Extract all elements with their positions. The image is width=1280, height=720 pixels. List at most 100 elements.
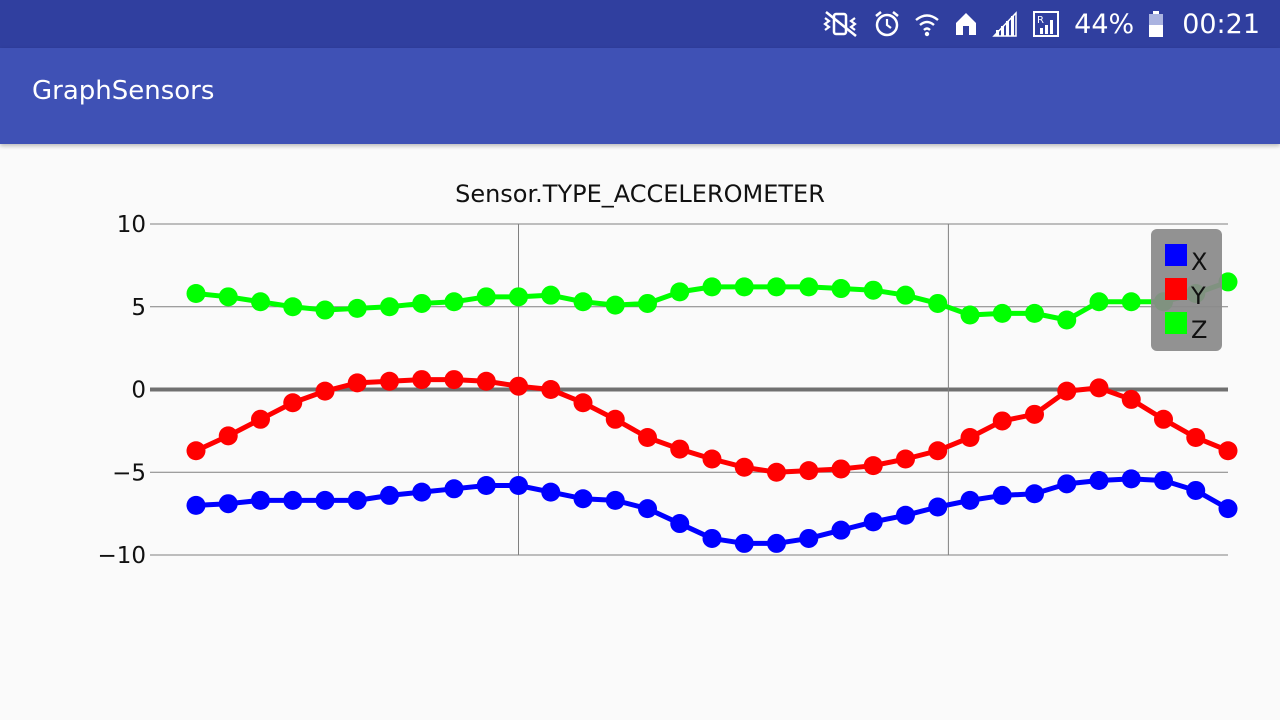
data-point-y bbox=[251, 409, 270, 429]
legend: XYZ bbox=[1151, 229, 1222, 351]
data-point-y bbox=[960, 427, 980, 447]
app-title: GraphSensors bbox=[32, 76, 215, 106]
data-point-y bbox=[186, 441, 206, 461]
roaming-signal-icon: R bbox=[1032, 10, 1060, 38]
data-point-z bbox=[380, 297, 399, 317]
data-point-y bbox=[283, 393, 303, 413]
status-bar: R 44% 00:21 bbox=[0, 0, 1280, 48]
data-point-x bbox=[412, 482, 432, 502]
data-point-x bbox=[638, 499, 657, 519]
data-point-y bbox=[1121, 389, 1141, 409]
data-point-z bbox=[670, 282, 690, 302]
data-point-z bbox=[1218, 272, 1238, 292]
data-point-x bbox=[670, 514, 690, 534]
svg-text:R: R bbox=[1037, 15, 1044, 26]
data-point-y bbox=[412, 370, 432, 390]
legend-swatch-y bbox=[1165, 278, 1187, 300]
data-point-z bbox=[767, 277, 786, 297]
data-point-y bbox=[670, 439, 690, 459]
legend-label-z: Z bbox=[1191, 316, 1207, 344]
data-point-z bbox=[928, 293, 948, 313]
data-point-z bbox=[251, 292, 270, 312]
data-point-y bbox=[1089, 378, 1109, 398]
data-point-z bbox=[573, 292, 593, 312]
data-point-y bbox=[1186, 427, 1206, 447]
data-point-x bbox=[476, 475, 496, 495]
data-point-z bbox=[831, 279, 851, 299]
y-tick-label: 0 bbox=[131, 378, 146, 404]
data-point-y bbox=[1057, 381, 1077, 401]
data-point-z bbox=[509, 287, 528, 307]
status-icons: R 44% 00:21 bbox=[822, 0, 1260, 48]
data-point-x bbox=[928, 497, 948, 517]
data-point-z bbox=[799, 277, 819, 297]
data-point-x bbox=[251, 490, 270, 510]
data-point-z bbox=[315, 300, 335, 320]
clock: 00:21 bbox=[1182, 8, 1260, 40]
series-layer bbox=[186, 272, 1238, 553]
data-point-z bbox=[702, 277, 722, 297]
data-point-y bbox=[734, 457, 754, 477]
battery-icon bbox=[1148, 10, 1164, 38]
data-point-x bbox=[1218, 499, 1238, 519]
legend-swatch-x bbox=[1165, 244, 1187, 266]
data-point-x bbox=[767, 533, 786, 553]
data-point-z bbox=[218, 287, 238, 307]
signal-icon bbox=[992, 10, 1018, 38]
chart-title: Sensor.TYPE_ACCELEROMETER bbox=[455, 180, 825, 208]
data-point-x bbox=[283, 490, 303, 510]
data-point-y bbox=[928, 441, 948, 461]
data-point-z bbox=[1025, 303, 1044, 323]
data-point-y bbox=[347, 373, 367, 393]
data-point-y bbox=[767, 462, 786, 482]
data-point-x bbox=[799, 528, 819, 548]
data-point-x bbox=[1186, 480, 1206, 500]
data-point-y bbox=[992, 411, 1012, 431]
data-point-x bbox=[1121, 469, 1141, 489]
data-point-y bbox=[638, 427, 657, 447]
data-point-y bbox=[605, 409, 625, 429]
data-point-z bbox=[638, 293, 657, 313]
data-point-y bbox=[863, 456, 883, 476]
data-point-z bbox=[476, 287, 496, 307]
data-point-y bbox=[896, 449, 915, 469]
data-point-y bbox=[799, 461, 819, 481]
vibrate-mute-icon bbox=[822, 10, 860, 38]
data-point-x bbox=[541, 482, 561, 502]
data-point-x bbox=[1057, 474, 1077, 494]
legend-swatch-z bbox=[1165, 312, 1187, 334]
accelerometer-chart: Sensor.TYPE_ACCELEROMETER 10 5 0 −5 −10 XYZ bbox=[97, 180, 1238, 569]
data-point-x bbox=[1154, 471, 1173, 491]
data-point-y bbox=[702, 449, 722, 469]
y-axis-ticks: 10 5 0 −5 −10 bbox=[97, 212, 146, 569]
home-icon bbox=[954, 10, 978, 38]
data-point-y bbox=[541, 380, 561, 399]
data-point-z bbox=[960, 305, 980, 325]
data-point-z bbox=[1089, 292, 1109, 312]
data-point-x bbox=[896, 505, 915, 525]
data-point-z bbox=[186, 284, 206, 304]
data-point-y bbox=[476, 371, 496, 391]
alarm-icon bbox=[874, 10, 900, 38]
data-point-z bbox=[863, 280, 883, 300]
y-tick-label: −10 bbox=[97, 543, 146, 569]
data-point-x bbox=[573, 489, 593, 509]
data-point-y bbox=[831, 459, 851, 479]
y-tick-label: 10 bbox=[117, 212, 146, 238]
data-point-z bbox=[992, 303, 1012, 323]
data-point-y bbox=[315, 381, 335, 401]
app-bar: GraphSensors bbox=[0, 48, 1280, 144]
data-point-z bbox=[1121, 292, 1141, 312]
battery-percent: 44% bbox=[1074, 8, 1135, 40]
data-point-x bbox=[702, 528, 722, 548]
series-z bbox=[186, 272, 1238, 330]
data-point-y bbox=[509, 376, 528, 396]
data-point-z bbox=[541, 285, 561, 305]
data-point-y bbox=[444, 370, 464, 390]
legend-label-x: X bbox=[1191, 248, 1207, 276]
data-point-x bbox=[863, 512, 883, 532]
data-point-x bbox=[1025, 484, 1044, 504]
data-point-x bbox=[186, 495, 206, 515]
data-point-x bbox=[831, 520, 851, 540]
